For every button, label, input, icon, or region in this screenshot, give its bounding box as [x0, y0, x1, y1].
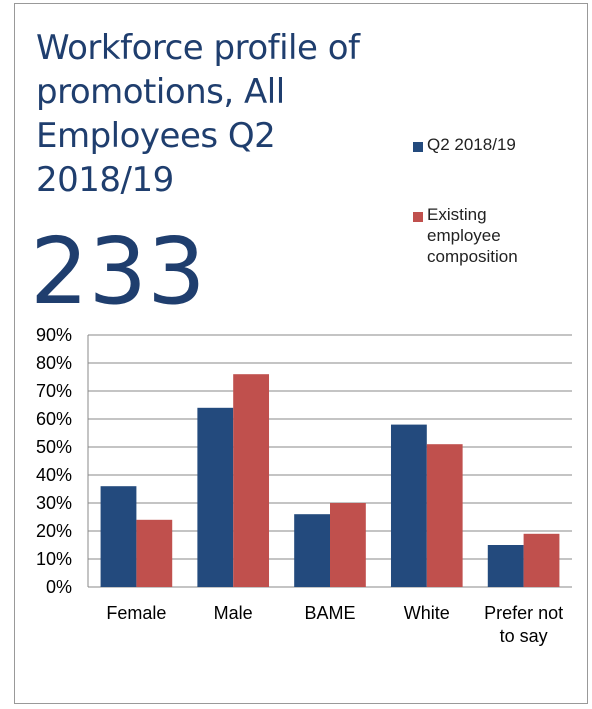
bar [233, 374, 270, 587]
x-tick-label: Male [213, 603, 253, 623]
headline: 233 [30, 218, 206, 325]
x-tick-label: BAME [304, 603, 356, 623]
legend-label: Existing employee composition [427, 205, 518, 266]
legend-label: Q2 2018/19 [427, 135, 516, 154]
y-tick-label: 10% [35, 549, 72, 569]
y-tick-label: 20% [35, 521, 72, 541]
frame [14, 3, 588, 704]
bar [197, 407, 234, 587]
bar [523, 533, 560, 587]
y-tick-label: 90% [35, 325, 72, 345]
x-tick-label: Prefer not to say [484, 603, 564, 646]
bar [136, 519, 173, 587]
y-tick-label: 30% [35, 493, 72, 513]
bar [100, 486, 137, 587]
x-tick-label: White [403, 603, 450, 623]
bar [294, 514, 330, 587]
bar [390, 424, 427, 587]
y-tick-label: 70% [35, 381, 72, 401]
bar [487, 545, 524, 587]
legend-swatch [413, 212, 423, 222]
y-tick-label: 50% [35, 437, 72, 457]
y-tick-label: 40% [35, 465, 72, 485]
bar [426, 444, 463, 587]
x-tick-label: Female [106, 603, 167, 623]
chart-title: Workforce profile of promotions, All Emp… [36, 28, 360, 200]
y-tick-label: 0% [45, 577, 72, 597]
y-tick-label: 60% [35, 409, 72, 429]
legend-swatch [413, 142, 423, 152]
bar [330, 503, 366, 587]
y-tick-label: 80% [35, 353, 72, 373]
